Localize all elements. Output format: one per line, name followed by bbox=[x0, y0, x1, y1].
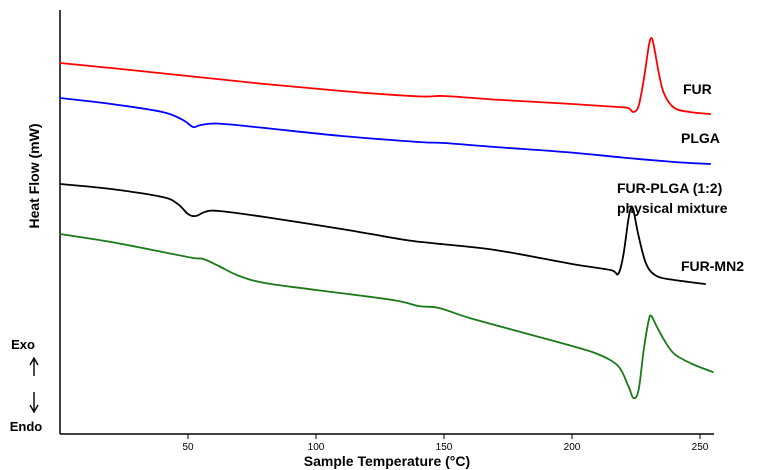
exo-label: Exo bbox=[11, 337, 35, 352]
series-label-1: FUR bbox=[683, 81, 712, 97]
endo-arrowhead-icon bbox=[29, 404, 39, 414]
series-label-line: physical mixture bbox=[617, 200, 728, 216]
axes bbox=[59, 10, 714, 435]
exo-arrowhead-icon bbox=[29, 356, 39, 366]
x-axis-title: Sample Temperature (°C) bbox=[304, 453, 470, 469]
series-line-3 bbox=[59, 183, 706, 285]
x-tick-label: 250 bbox=[692, 442, 709, 453]
series-line-2 bbox=[59, 97, 712, 165]
series-label-2: PLGA bbox=[681, 130, 720, 146]
exo-endo-indicator: Exo Endo bbox=[10, 337, 43, 434]
x-tick-label: 150 bbox=[436, 442, 453, 453]
x-tick-label: 200 bbox=[564, 442, 581, 453]
series-line-4 bbox=[59, 233, 714, 400]
series-layer bbox=[59, 37, 714, 400]
y-axis-title: Heat Flow (mW) bbox=[26, 124, 42, 229]
x-ticks: 50 100 150 200 250 bbox=[182, 434, 709, 453]
x-tick-label: 100 bbox=[308, 442, 325, 453]
series-label-line: FUR-PLGA (1:2) bbox=[617, 180, 722, 196]
series-label-3: FUR-PLGA (1:2) physical mixture bbox=[617, 180, 728, 216]
series-line-1 bbox=[59, 37, 712, 115]
series-label-line: FUR-MN2 bbox=[681, 258, 744, 274]
x-tick-label: 50 bbox=[182, 442, 194, 453]
endo-label: Endo bbox=[10, 419, 43, 434]
series-label-line: FUR bbox=[683, 81, 712, 97]
series-label-line: PLGA bbox=[681, 130, 720, 146]
series-label-4: FUR-MN2 bbox=[681, 258, 744, 274]
